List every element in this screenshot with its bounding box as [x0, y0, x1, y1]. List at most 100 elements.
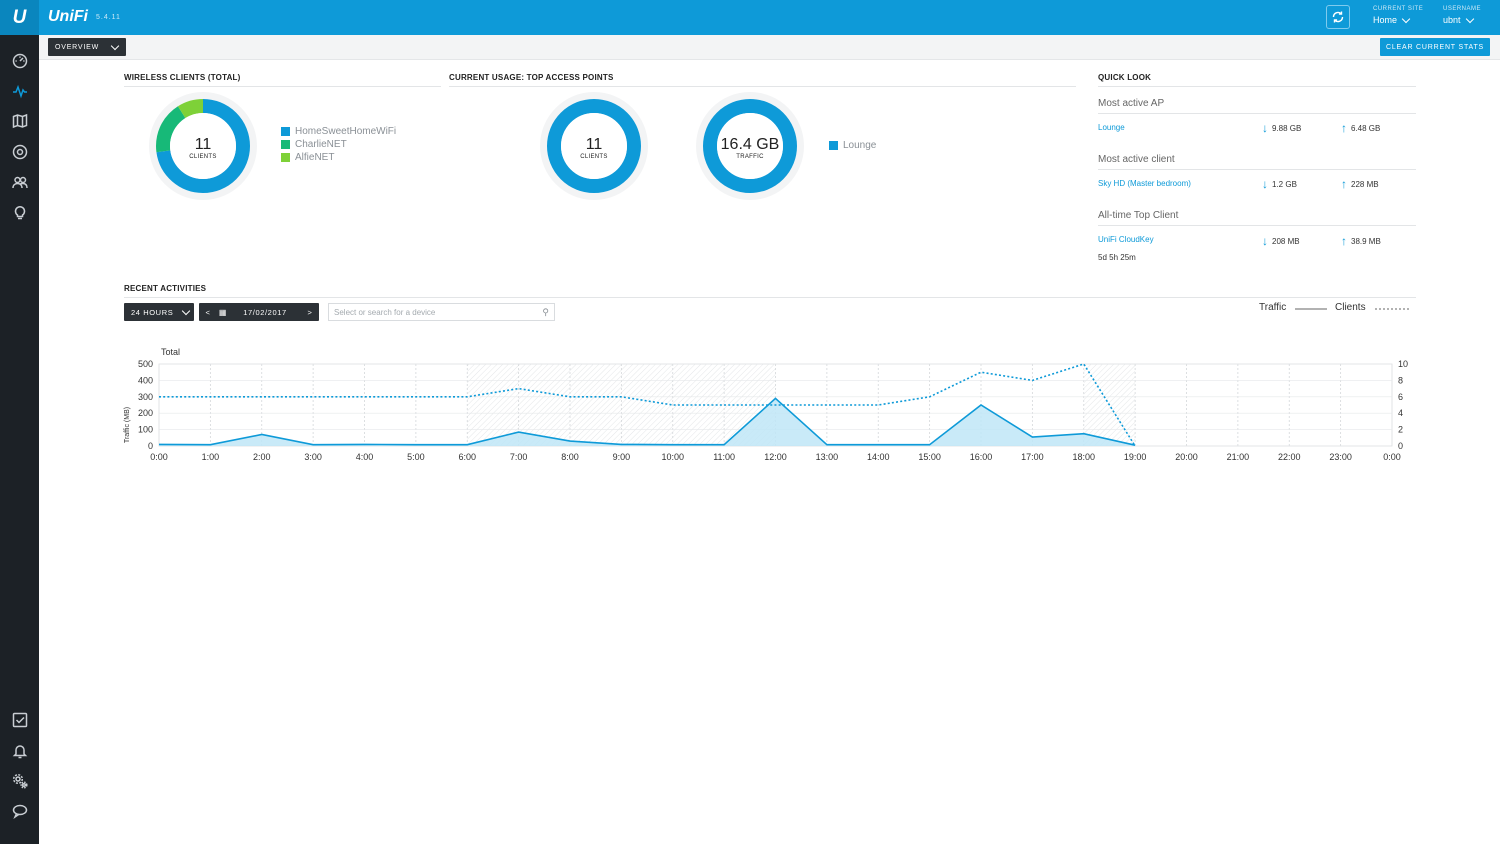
- statistics-icon[interactable]: [11, 82, 28, 99]
- download-value: 208 MB: [1272, 236, 1300, 246]
- devices-icon[interactable]: [11, 143, 28, 160]
- x-tick-label: 8:00: [561, 452, 579, 462]
- donut-segment: [547, 99, 641, 193]
- all-time-top-client-label: All-time Top Client: [1098, 210, 1179, 221]
- x-tick-label: 0:00: [1383, 452, 1401, 462]
- x-tick-label: 20:00: [1175, 452, 1198, 462]
- x-tick-label: 14:00: [867, 452, 890, 462]
- username-label: USERNAME: [1443, 6, 1482, 12]
- sub-toolbar: OVERVIEW CLEAR CURRENT STATS: [39, 35, 1500, 60]
- dashboard-icon[interactable]: [11, 52, 28, 69]
- wireless-clients-count: 11: [194, 136, 212, 153]
- all-time-top-client-upload: ↑ 38.9 MB: [1341, 234, 1381, 248]
- x-tick-label: 21:00: [1227, 452, 1250, 462]
- legend-item[interactable]: HomeSweetHomeWiFi: [281, 125, 396, 138]
- y2-tick-label: 0: [1398, 441, 1403, 451]
- wireless-clients-count-label: CLIENTS: [189, 154, 217, 160]
- section-divider: [124, 297, 1416, 298]
- divider: [1098, 113, 1416, 114]
- prev-date-button[interactable]: <: [205, 307, 211, 317]
- all-time-top-client-link[interactable]: UniFi CloudKey: [1098, 235, 1154, 244]
- date-value[interactable]: 17/02/2017: [243, 307, 287, 317]
- usage-traffic-donut: [696, 92, 804, 200]
- clients-series-line: [159, 363, 1136, 447]
- ubiquiti-logo-icon[interactable]: U: [0, 0, 39, 35]
- clients-icon[interactable]: [11, 173, 28, 190]
- chart-legend-traffic[interactable]: Traffic: [1259, 302, 1286, 313]
- most-active-client-download: ↓ 1.2 GB: [1262, 177, 1297, 191]
- y-tick-label: 500: [138, 359, 153, 369]
- clear-current-stats-button[interactable]: CLEAR CURRENT STATS: [1380, 38, 1490, 56]
- next-date-button[interactable]: >: [307, 307, 313, 317]
- most-active-client-upload: ↑ 228 MB: [1341, 178, 1379, 190]
- download-value: 9.88 GB: [1272, 123, 1302, 133]
- settings-icon[interactable]: [11, 772, 28, 789]
- calendar-icon[interactable]: ▦: [218, 307, 228, 317]
- search-icon: ⚲: [542, 307, 549, 317]
- insights-icon[interactable]: [11, 203, 28, 220]
- x-tick-label: 18:00: [1072, 452, 1095, 462]
- y-tick-label: 400: [138, 375, 153, 385]
- divider: [1098, 225, 1416, 226]
- alerts-icon[interactable]: [11, 742, 28, 759]
- y-tick-label: 200: [138, 408, 153, 418]
- x-tick-label: 3:00: [304, 452, 322, 462]
- x-tick-label: 11:00: [713, 452, 735, 462]
- time-range-dropdown[interactable]: 24 HOURS: [124, 303, 194, 321]
- device-search-input[interactable]: Select or search for a device ⚲: [328, 303, 555, 321]
- legend-item[interactable]: AlfieNET: [281, 151, 396, 164]
- username-value: ubnt: [1443, 15, 1461, 25]
- arrow-down-icon: ↓: [1262, 121, 1268, 135]
- legend-item[interactable]: Lounge: [829, 139, 876, 152]
- map-icon[interactable]: [11, 112, 28, 129]
- sidebar: [0, 35, 39, 844]
- x-tick-label: 15:00: [918, 452, 941, 462]
- traffic-series-line: [158, 397, 1136, 446]
- most-active-client-link[interactable]: Sky HD (Master bedroom): [1098, 179, 1191, 188]
- events-icon[interactable]: [11, 711, 28, 728]
- chart-title: Total: [161, 347, 180, 357]
- arrow-down-icon: ↓: [1262, 177, 1268, 191]
- x-tick-label: 17:00: [1021, 452, 1044, 462]
- section-divider: [124, 86, 441, 87]
- usage-clients-label: CLIENTS: [580, 154, 608, 160]
- x-tick-label: 10:00: [661, 452, 684, 462]
- x-tick-label: 0:00: [150, 452, 168, 462]
- recent-activities-chart: Total Traffic (MB) 0:00 1:00 2:00 3:00 4:00 5…: [124, 347, 1408, 462]
- chevron-down-icon: [182, 306, 191, 315]
- most-active-client-label: Most active client: [1098, 154, 1175, 165]
- y2-tick-label: 2: [1398, 425, 1403, 435]
- usage-clients-count: 11: [585, 136, 603, 153]
- chat-icon[interactable]: [11, 802, 28, 819]
- chart-legend-clients[interactable]: Clients: [1335, 302, 1366, 313]
- legend-traffic-line: [1295, 308, 1327, 310]
- most-active-ap-link[interactable]: Lounge: [1098, 123, 1125, 132]
- most-active-ap-label: Most active AP: [1098, 98, 1165, 109]
- x-tick-label: 23:00: [1329, 452, 1352, 462]
- upload-value: 228 MB: [1351, 179, 1379, 189]
- chevron-down-icon: [110, 41, 120, 50]
- usage-traffic-value: 16.4 GB: [720, 136, 780, 153]
- overview-dropdown[interactable]: OVERVIEW: [48, 38, 126, 56]
- arrow-up-icon: ↑: [1341, 234, 1347, 248]
- refresh-button[interactable]: [1326, 5, 1350, 29]
- legend-item[interactable]: CharlieNET: [281, 138, 396, 151]
- upload-value: 38.9 MB: [1351, 236, 1381, 246]
- current-site-selector[interactable]: CURRENT SITE Home: [1373, 6, 1423, 25]
- wireless-clients-title: WIRELESS CLIENTS (TOTAL): [124, 73, 241, 82]
- x-tick-label: 12:00: [764, 452, 787, 462]
- logo-glyph: U: [12, 6, 27, 28]
- wireless-clients-center: 11 CLIENTS: [168, 136, 238, 161]
- x-tick-label: 6:00: [458, 452, 476, 462]
- current-site-value: Home: [1373, 15, 1398, 25]
- legend-traffic-label: Traffic: [1259, 302, 1287, 313]
- download-value: 1.2 GB: [1272, 179, 1297, 189]
- x-tick-label: 9:00: [613, 452, 631, 462]
- username-selector[interactable]: USERNAME ubnt: [1443, 6, 1481, 25]
- divider: [1098, 169, 1416, 170]
- current-site-label: CURRENT SITE: [1373, 6, 1424, 12]
- brand-name: UniFi: [48, 8, 88, 25]
- x-tick-label: 1:00: [202, 452, 220, 462]
- recent-activities-title: RECENT ACTIVITIES: [124, 284, 207, 293]
- section-divider: [449, 86, 1076, 87]
